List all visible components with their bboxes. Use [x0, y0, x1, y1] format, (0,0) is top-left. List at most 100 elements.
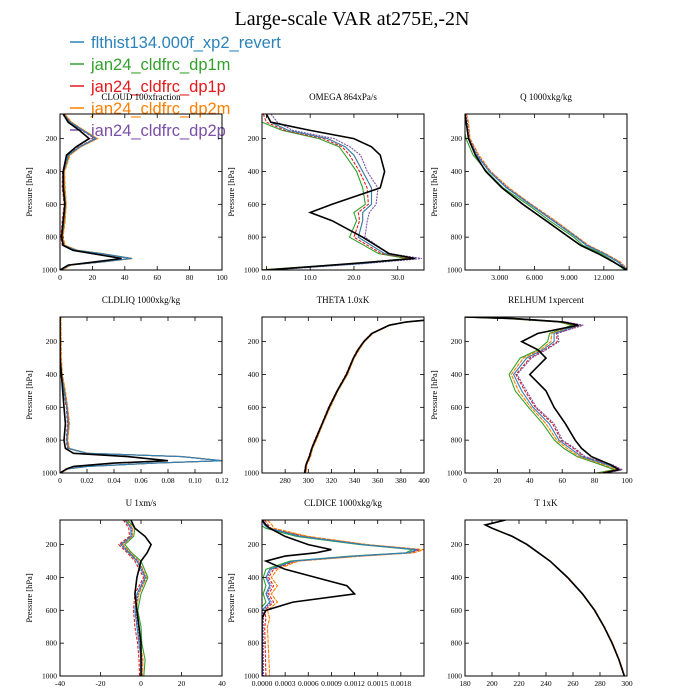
y-tick-label: 400	[46, 573, 58, 582]
series-line-2	[465, 317, 617, 473]
x-tick-label: 0.06	[134, 476, 147, 485]
y-tick-label: 200	[451, 540, 463, 549]
y-axis-label: Pressure [hPa]	[429, 167, 439, 217]
x-tick-label: 100	[621, 476, 633, 485]
control-line	[465, 114, 627, 270]
panel-8-lines	[262, 520, 424, 676]
series-line-1	[483, 520, 625, 676]
x-tick-label: 30.0	[391, 273, 404, 282]
x-tick-label: 0.0018	[391, 679, 412, 688]
x-tick-label: 300	[621, 679, 633, 688]
x-tick-label: 240	[540, 679, 552, 688]
x-tick-label: 0	[463, 476, 467, 485]
legend-item: jan24_cldfrc_dp1m	[70, 56, 230, 74]
y-tick-label: 600	[248, 403, 260, 412]
series-line-1	[465, 317, 621, 473]
panel-title: CLDLIQ 1000xkg/kg	[102, 295, 181, 305]
x-tick-label: 300	[303, 476, 315, 485]
x-tick-label: 20.0	[347, 273, 360, 282]
y-tick-label: 800	[46, 233, 58, 242]
y-axis-label: Pressure [hPa]	[24, 370, 34, 420]
y-tick-label: 200	[248, 540, 260, 549]
series-line-2	[60, 317, 222, 473]
y-tick-label: 800	[248, 639, 260, 648]
panel-title: OMEGA 864xPa/s	[309, 92, 377, 102]
series-line-1	[60, 317, 222, 473]
control-line	[60, 114, 122, 270]
y-tick-label: 1000	[447, 469, 462, 478]
y-tick-label: 600	[248, 606, 260, 615]
legend-label: jan24_cldfrc_dp2p	[90, 122, 226, 140]
series-line-3	[467, 317, 623, 473]
series-line-4	[483, 520, 626, 676]
x-tick-label: 180	[459, 679, 471, 688]
y-axis-label: Pressure [hPa]	[24, 167, 34, 217]
series-line-4	[265, 114, 416, 270]
x-tick-label: 20	[494, 476, 502, 485]
y-tick-label: 400	[46, 167, 58, 176]
series-line-5	[483, 520, 625, 676]
y-tick-label: 400	[451, 167, 463, 176]
control-line	[465, 317, 622, 473]
series-line-5	[270, 114, 422, 270]
series-line-3	[483, 520, 625, 676]
series-line-3	[262, 114, 411, 270]
x-tick-label: 0.0015	[367, 679, 388, 688]
x-tick-label: 40	[526, 476, 534, 485]
panel-3: 200 400 600 800 1000 3.000 6.000 9.000 12.000 Q 1…	[429, 92, 628, 282]
plot-frame	[464, 519, 628, 677]
y-tick-label: 600	[451, 200, 463, 209]
plot-frame	[59, 316, 223, 474]
plot-frame	[464, 316, 628, 474]
series-line-2	[262, 119, 407, 270]
panel-3-lines	[465, 114, 627, 270]
x-tick-label: 0	[58, 273, 62, 282]
x-tick-label: 0.12	[215, 476, 228, 485]
x-tick-label: 60	[558, 476, 566, 485]
y-tick-label: 400	[248, 167, 260, 176]
y-tick-label: 200	[248, 134, 260, 143]
x-tick-label: 360	[372, 476, 384, 485]
x-tick-label: 20	[178, 679, 186, 688]
x-tick-label: 100	[216, 273, 228, 282]
plot-frame	[261, 519, 425, 677]
y-tick-label: 800	[46, 436, 58, 445]
y-tick-label: 1000	[244, 672, 259, 681]
x-tick-label: 0.0012	[344, 679, 365, 688]
y-tick-label: 800	[451, 233, 463, 242]
panel-title: T 1xK	[534, 498, 558, 508]
series-line-3	[60, 317, 222, 473]
x-tick-label: 40	[121, 273, 129, 282]
panel-4-lines	[60, 317, 222, 473]
x-tick-label: 0.0	[262, 273, 272, 282]
x-tick-label: 0.0006	[298, 679, 319, 688]
x-tick-label: 0	[139, 679, 143, 688]
x-tick-label: 220	[513, 679, 525, 688]
figure-title: Large-scale VAR at275E,-2N	[235, 8, 470, 30]
x-tick-label: 0	[58, 476, 62, 485]
series-line-4	[60, 317, 222, 473]
y-axis-label: Pressure [hPa]	[24, 573, 34, 623]
x-tick-label: 280	[594, 679, 606, 688]
legend-item: flthist134.000f_xp2_revert	[70, 34, 281, 52]
x-tick-label: 340	[349, 476, 361, 485]
x-tick-label: 3.000	[491, 273, 508, 282]
panel-6-lines	[465, 317, 624, 473]
series-line-5	[304, 319, 424, 473]
y-tick-label: 400	[248, 573, 260, 582]
series-line-1	[265, 114, 416, 270]
y-tick-label: 400	[46, 370, 58, 379]
legend: flthist134.000f_xp2_revert jan24_cldfrc_d…	[70, 34, 281, 140]
y-tick-label: 1000	[447, 266, 462, 275]
y-tick-label: 200	[451, 337, 463, 346]
x-tick-label: 0.0009	[321, 679, 342, 688]
series-line-5	[262, 520, 419, 676]
panel-title: THETA 1.0xK	[317, 295, 370, 305]
series-line-1	[262, 520, 417, 676]
y-tick-label: 600	[451, 606, 463, 615]
